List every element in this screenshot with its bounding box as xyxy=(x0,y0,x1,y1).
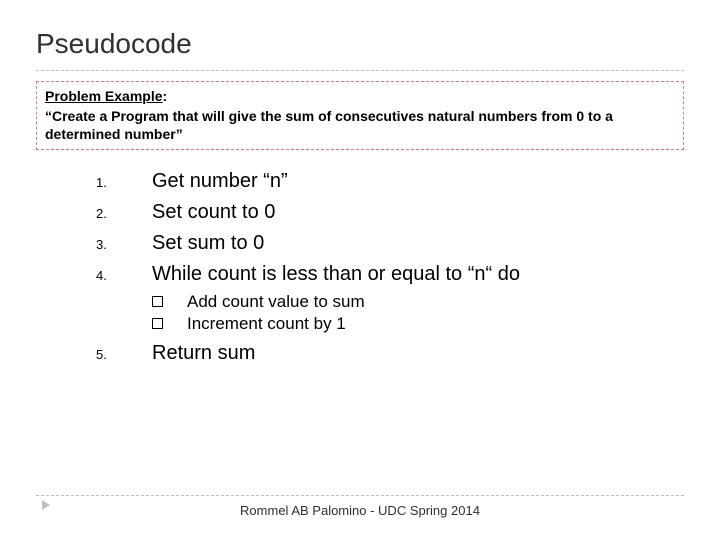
step-5: 5. Return sum xyxy=(96,340,664,367)
title-divider xyxy=(36,70,684,71)
substeps-list: Add count value to sum Increment count b… xyxy=(152,292,684,334)
slide-title: Pseudocode xyxy=(36,28,684,60)
step-4: 4. While count is less than or equal to … xyxy=(96,261,664,288)
step-text: Return sum xyxy=(152,340,255,367)
step-number: 4. xyxy=(96,268,152,283)
problem-colon: : xyxy=(163,88,168,104)
step-number: 3. xyxy=(96,237,152,252)
step-number: 1. xyxy=(96,175,152,190)
step-text: While count is less than or equal to “n“… xyxy=(152,261,520,288)
slide: Pseudocode Problem Example: “Create a Pr… xyxy=(0,0,720,540)
footer-text: Rommel AB Palomino - UDC Spring 2014 xyxy=(0,503,720,518)
step-text: Get number “n” xyxy=(152,168,288,195)
substep-2: Increment count by 1 xyxy=(152,314,684,334)
step-number: 5. xyxy=(96,347,152,362)
step-1: 1. Get number “n” xyxy=(96,168,664,195)
steps-list: 1. Get number “n” 2. Set count to 0 3. S… xyxy=(96,168,664,288)
step-number: 2. xyxy=(96,206,152,221)
step-text: Set sum to 0 xyxy=(152,230,264,257)
steps-list-continued: 5. Return sum xyxy=(96,340,664,367)
problem-box: Problem Example: “Create a Program that … xyxy=(36,81,684,150)
problem-label: Problem Example xyxy=(45,88,163,104)
substep-1: Add count value to sum xyxy=(152,292,684,312)
step-3: 3. Set sum to 0 xyxy=(96,230,664,257)
footer-divider xyxy=(36,495,684,496)
substep-text: Add count value to sum xyxy=(187,292,365,312)
step-2: 2. Set count to 0 xyxy=(96,199,664,226)
step-text: Set count to 0 xyxy=(152,199,275,226)
problem-text: “Create a Program that will give the sum… xyxy=(45,108,675,143)
substep-text: Increment count by 1 xyxy=(187,314,346,334)
checkbox-icon xyxy=(152,318,163,329)
checkbox-icon xyxy=(152,296,163,307)
